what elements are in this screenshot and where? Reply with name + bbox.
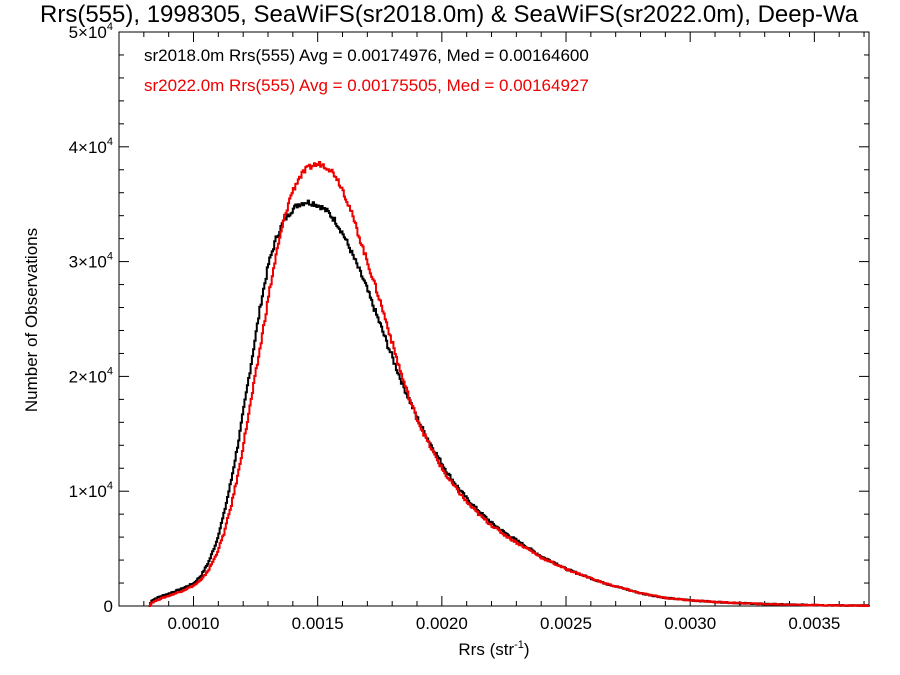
y-tick-label: 4×104 bbox=[69, 136, 113, 157]
y-tick-exponent: 4 bbox=[107, 365, 113, 377]
y-tick-mantissa: 0 bbox=[104, 597, 113, 616]
legend-entry-sr2018: sr2018.0m Rrs(555) Avg = 0.00174976, Med… bbox=[144, 46, 589, 65]
y-axis-label: Number of Observations bbox=[22, 228, 41, 412]
y-tick-mantissa: 2×10 bbox=[69, 367, 107, 386]
legend-entry-sr2022: sr2022.0m Rrs(555) Avg = 0.00175505, Med… bbox=[144, 76, 589, 95]
x-axis-ticks: 0.0010 0.0015 0.0020 0.0025 0.0030 0.0035 bbox=[118, 32, 865, 633]
x-tick-label: 0.0020 bbox=[416, 614, 468, 633]
x-tick-label: 0.0030 bbox=[664, 614, 716, 633]
y-tick-exponent: 4 bbox=[107, 480, 113, 492]
x-tick-label: 0.0025 bbox=[540, 614, 592, 633]
y-tick-label: 1×104 bbox=[69, 480, 113, 501]
y-tick-mantissa: 3×10 bbox=[69, 253, 107, 272]
y-tick-mantissa: 4×10 bbox=[69, 138, 107, 157]
y-tick-label: 3×104 bbox=[69, 251, 113, 272]
series-sr2018-line bbox=[148, 199, 870, 607]
series-sr2022-line bbox=[148, 161, 869, 607]
x-axis-label-main: Rrs (str bbox=[458, 640, 514, 659]
x-axis-label-superscript: -1 bbox=[514, 639, 524, 651]
x-axis-label-end: ) bbox=[524, 640, 530, 659]
y-tick-mantissa: 1×10 bbox=[69, 482, 107, 501]
y-tick-label: 2×104 bbox=[69, 365, 113, 386]
x-tick-label: 0.0010 bbox=[168, 614, 220, 633]
y-tick-exponent: 4 bbox=[107, 136, 113, 148]
y-tick-label: 0 bbox=[104, 597, 113, 616]
chart-title: Rrs(555), 1998305, SeaWiFS(sr2018.0m) & … bbox=[40, 1, 859, 28]
y-tick-exponent: 4 bbox=[107, 251, 113, 263]
x-tick-label: 0.0015 bbox=[292, 614, 344, 633]
y-tick-mantissa: 5×10 bbox=[69, 23, 107, 42]
x-axis-label: Rrs (str-1) bbox=[458, 639, 529, 659]
x-tick-label: 0.0035 bbox=[788, 614, 840, 633]
y-tick-label: 5×104 bbox=[69, 21, 113, 42]
data-series bbox=[148, 161, 870, 607]
y-tick-exponent: 4 bbox=[107, 21, 113, 33]
plot-frame bbox=[118, 31, 870, 607]
